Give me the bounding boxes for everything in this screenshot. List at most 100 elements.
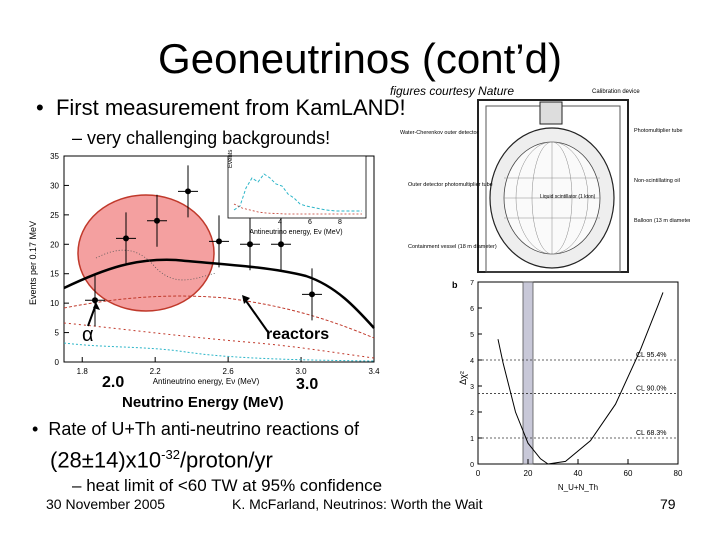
cl-label: CL 90.0% xyxy=(636,386,666,393)
energy-label-high: 3.0 xyxy=(296,376,319,393)
chi-y-tick-label: 2 xyxy=(470,410,474,417)
y-tick-label: 10 xyxy=(50,299,59,308)
data-point xyxy=(123,235,129,242)
y-ticks: 0 5 10 15 20 25 30 35 xyxy=(50,152,69,367)
footer-date: 30 November 2005 xyxy=(46,496,166,512)
label-pmt: Photomultiplier tube xyxy=(634,128,683,134)
bullet-first-measurement: • First measurement from KamLAND! xyxy=(36,94,406,122)
data-point xyxy=(92,297,98,304)
chi-x-tick-label: 20 xyxy=(524,469,533,478)
kamland-detector-diagram: Calibration device Water-Cherenkov outer… xyxy=(400,89,690,273)
y-tick-label: 35 xyxy=(50,152,59,161)
reactors-label: reactors xyxy=(266,326,330,343)
chi-y-ticks: 0 1 2 3 4 5 6 7 xyxy=(470,280,482,469)
chi-x-tick-label: 40 xyxy=(574,469,583,478)
data-points xyxy=(85,165,322,327)
sub-bullet-text: very challenging backgrounds! xyxy=(87,128,331,148)
chi-square-plot: b Δχ² N_U+N_Th CL 95.4%CL 90.0%CL 68.3% … xyxy=(452,280,683,492)
chi-x-tick-label: 80 xyxy=(674,469,683,478)
inset-frame xyxy=(227,155,367,219)
alpha-label: α xyxy=(82,324,94,346)
label-nonscint: Non-scintillating oil xyxy=(634,178,680,184)
energy-spectrum-plot: Events per 0.17 MeV 0 5 10 15 20 25 30 35 1.8 2.… xyxy=(28,148,380,386)
page-number: 79 xyxy=(660,496,676,512)
figure-credit: figures courtesy Nature xyxy=(390,84,515,98)
inset-background-curve xyxy=(233,203,362,215)
dash: – xyxy=(72,128,83,148)
bullet-rate: • Rate of U+Th anti-neutrino reactions o… xyxy=(32,416,359,442)
energy-label-low: 2.0 xyxy=(102,374,125,391)
bullet-text: First measurement from KamLAND! xyxy=(55,95,406,120)
rate-unit: /proton/yr xyxy=(179,447,273,473)
geo-curve xyxy=(63,342,375,362)
x-tick-label: 3.0 xyxy=(295,367,307,376)
y-tick-label: 30 xyxy=(50,181,59,190)
footer-author: K. McFarland, Neutrinos: Worth the Wait xyxy=(232,496,483,512)
label-calibration: Calibration device xyxy=(592,89,640,95)
bullet-dot: • xyxy=(32,419,39,439)
rate-value: (28±14)x10-32/proton/yr xyxy=(50,440,273,475)
x-tick-label: 2.2 xyxy=(150,367,162,376)
x-axis-label: Antineutrino energy, Eν (MeV) xyxy=(153,377,260,386)
sub-bullet-text: heat limit of <60 TW at 95% confidence xyxy=(86,476,383,495)
geoneutrino-highlight xyxy=(77,194,215,312)
rate-main: (28±14)x10 xyxy=(50,447,162,473)
label-liquid: Liquid scintillator (1 kton) xyxy=(540,194,596,200)
calibration-box xyxy=(539,101,563,125)
chi-x-tick-label: 60 xyxy=(624,469,633,478)
x-tick-label: 1.8 xyxy=(77,367,89,376)
best-fit-band-rect xyxy=(522,281,534,465)
chi-y-tick-label: 4 xyxy=(470,358,474,365)
chi-y-tick-label: 0 xyxy=(470,462,474,469)
cl-label: CL 95.4% xyxy=(636,352,666,359)
y-tick-label: 0 xyxy=(55,358,60,367)
y-tick-label: 20 xyxy=(50,240,59,249)
chi-square-curve xyxy=(497,292,664,465)
energy-axis-caption: Neutrino Energy (MeV) xyxy=(122,394,284,411)
y-tick-label: 15 xyxy=(50,270,59,279)
label-outer-pmt: Outer detector photomultiplier tube xyxy=(408,182,493,188)
label-water-cherenkov: Water-Cherenkov outer detector xyxy=(400,130,479,136)
data-point xyxy=(309,291,315,298)
uth-curve xyxy=(95,249,217,281)
chi-y-tick-label: 5 xyxy=(470,332,474,339)
sub-bullet-backgrounds: – very challenging backgrounds! xyxy=(72,126,330,150)
inset-x-tick: 6 xyxy=(308,219,312,226)
sphere-grid xyxy=(504,141,600,255)
plot-frame xyxy=(63,155,375,363)
data-point xyxy=(154,217,160,224)
y-tick-label: 25 xyxy=(50,211,59,220)
slide-title: Geoneutrinos (cont’d) xyxy=(158,35,562,82)
y-axis-label: Events per 0.17 MeV xyxy=(28,221,38,305)
y-tick-label: 5 xyxy=(55,329,60,338)
reactor-curve xyxy=(63,295,375,339)
chi-y-tick-label: 6 xyxy=(470,306,474,313)
cl-lines: CL 95.4% CL 90.0% CL 68.3% xyxy=(478,352,678,439)
chi-y-tick-label: 1 xyxy=(470,436,474,443)
total-fit-curve xyxy=(63,258,375,329)
chi-x-tick-label: 0 xyxy=(476,469,481,478)
bullet-text: Rate of U+Th anti-neutrino reactions of xyxy=(48,419,359,439)
chi-y-label: Δχ² xyxy=(458,371,468,385)
inset-y-label: Events per 0.17 MeV xyxy=(228,148,234,168)
alpha-arrow xyxy=(87,302,100,327)
chi-x-label: N_U+N_Th xyxy=(558,483,598,492)
cl-label: CL 68.3% xyxy=(636,430,666,437)
bullet-dot: • xyxy=(36,95,44,120)
rate-exponent: -32 xyxy=(161,447,180,462)
inset-x-tick: 8 xyxy=(338,219,342,226)
chi-y-tick-label: 3 xyxy=(470,384,474,391)
inset-plot: Events per 0.17 MeV Antineutrino energy,… xyxy=(227,148,367,236)
chi-y-tick-label: 7 xyxy=(470,280,474,287)
data-point xyxy=(247,241,253,248)
inset-reactor-curve xyxy=(233,173,362,212)
inset-x-tick: 4 xyxy=(278,219,282,226)
dash: – xyxy=(72,476,82,495)
data-point xyxy=(216,238,222,245)
reactors-arrow xyxy=(242,295,269,333)
label-balloon: Balloon (13 m diameter) xyxy=(634,218,690,224)
x-tick-label: 2.6 xyxy=(223,367,235,376)
data-point xyxy=(278,241,284,248)
inset-x-label: Antineutrino energy, Eν (MeV) xyxy=(249,229,342,236)
sub-bullet-heat: – heat limit of <60 TW at 95% confidence xyxy=(72,474,382,498)
